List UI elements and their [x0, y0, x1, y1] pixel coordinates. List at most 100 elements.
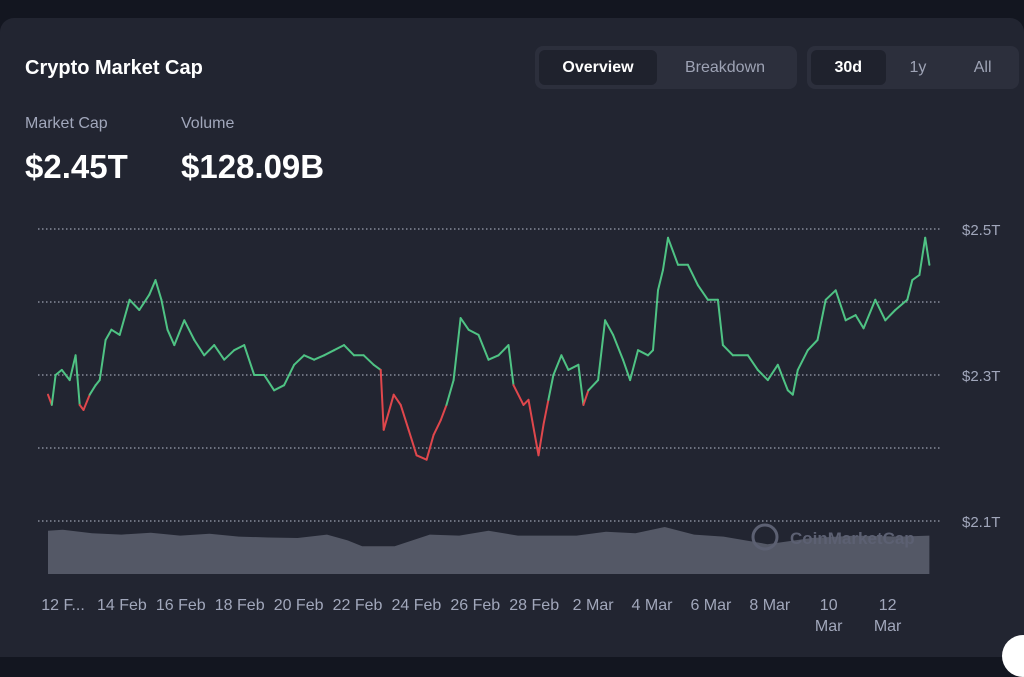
- price-segment: [629, 349, 639, 382]
- price-segment: [906, 279, 914, 301]
- tab-overview[interactable]: Overview: [539, 50, 657, 85]
- tab-breakdown[interactable]: Breakdown: [684, 58, 766, 76]
- price-segment: [303, 354, 316, 361]
- price-segment: [507, 344, 515, 387]
- x-tick-label: 12 Mar: [874, 597, 902, 635]
- price-segment: [432, 419, 442, 436]
- price-segment: [686, 263, 699, 287]
- price-segment: [154, 279, 163, 301]
- volume-area: [48, 527, 930, 574]
- price-segment: [333, 344, 345, 352]
- price-segment: [791, 368, 799, 396]
- x-tick-label: 26 Feb: [450, 597, 500, 614]
- price-segment: [844, 314, 857, 322]
- price-segment: [597, 319, 607, 382]
- price-segment: [567, 363, 580, 371]
- price-segment: [604, 319, 615, 336]
- volume-label: Volume: [181, 115, 235, 132]
- market-cap-label: Market Cap: [25, 115, 108, 132]
- price-segment: [806, 339, 819, 352]
- price-segment: [382, 393, 395, 431]
- x-tick-label: 22 Feb: [333, 597, 383, 614]
- price-segment: [652, 289, 659, 352]
- price-segment: [160, 298, 169, 331]
- price-segment: [343, 344, 355, 357]
- price-segment: [166, 328, 176, 347]
- price-segment: [313, 354, 326, 361]
- price-segment: [662, 236, 669, 271]
- price-segment: [560, 354, 570, 371]
- price-segment: [110, 328, 121, 336]
- market-cap-value: $2.45T: [25, 148, 128, 185]
- price-segment: [874, 298, 887, 322]
- price-segment: [796, 349, 809, 371]
- price-segment: [637, 349, 649, 357]
- tab-all[interactable]: All: [973, 58, 992, 76]
- price-segment: [862, 298, 877, 330]
- price-segment: [854, 314, 865, 330]
- price-segment: [612, 333, 624, 361]
- price-segment: [582, 389, 590, 406]
- x-tick-label: 24 Feb: [391, 597, 441, 614]
- price-segment: [445, 379, 455, 406]
- coinmarketcap-logo-icon: [751, 523, 779, 551]
- price-segment: [477, 333, 490, 361]
- price-segment: [104, 328, 113, 341]
- price-segment: [323, 349, 336, 357]
- price-segment: [88, 384, 97, 396]
- price-segment: [542, 398, 550, 426]
- tab-30d[interactable]: 30d: [811, 50, 886, 85]
- x-tick-label: 28 Feb: [509, 597, 559, 614]
- price-segment: [223, 349, 236, 361]
- tab-1y[interactable]: 1y: [909, 58, 927, 76]
- price-segment: [213, 344, 226, 361]
- price-segment: [273, 384, 286, 392]
- price-segment: [203, 344, 216, 357]
- price-segment: [68, 354, 77, 382]
- price-segment: [407, 428, 418, 457]
- price-segment: [183, 319, 196, 341]
- price-segment: [263, 374, 276, 392]
- view-tabs: Overview Breakdown: [535, 46, 797, 89]
- price-segment: [527, 398, 540, 457]
- y-tick-label: $2.5T: [962, 222, 1000, 239]
- price-segment: [924, 236, 931, 266]
- price-segment: [911, 274, 921, 282]
- price-segment: [233, 344, 246, 352]
- price-segment: [173, 319, 186, 347]
- price-segment: [537, 423, 545, 457]
- price-segment: [98, 339, 107, 382]
- price-segment: [721, 344, 734, 357]
- price-segment: [824, 289, 837, 301]
- price-segment: [459, 317, 470, 331]
- price-segment: [293, 354, 306, 366]
- x-tick-label: 6 Mar: [690, 597, 732, 614]
- x-tick-label: 10 Mar: [815, 597, 843, 635]
- page-title: Crypto Market Cap: [25, 57, 203, 79]
- price-segment: [622, 358, 632, 382]
- price-segment: [82, 393, 91, 411]
- price-segment: [587, 379, 600, 392]
- price-segment: [138, 293, 151, 311]
- market-cap-chart[interactable]: $2.1T $2.3T $2.5T CoinMarketCap 12 F... 14 …: [0, 0, 1024, 657]
- price-segment: [552, 354, 563, 376]
- price-segment: [283, 363, 296, 387]
- price-segment: [60, 368, 71, 382]
- price-segment: [884, 309, 897, 322]
- price-segment: [647, 349, 654, 357]
- price-segment: [243, 344, 256, 376]
- price-segment: [756, 368, 769, 382]
- price-segment: [425, 433, 435, 461]
- price-segment: [894, 298, 909, 311]
- price-segment: [577, 363, 585, 406]
- price-segment: [918, 236, 927, 276]
- price-segment: [439, 403, 448, 422]
- volume-value: $128.09B: [181, 148, 325, 185]
- price-segment: [487, 354, 500, 361]
- price-segment: [94, 379, 101, 387]
- price-segment: [512, 384, 525, 406]
- price-segment: [148, 279, 157, 296]
- price-segment: [467, 328, 480, 336]
- price-segment: [766, 363, 779, 382]
- price-segment: [392, 393, 402, 406]
